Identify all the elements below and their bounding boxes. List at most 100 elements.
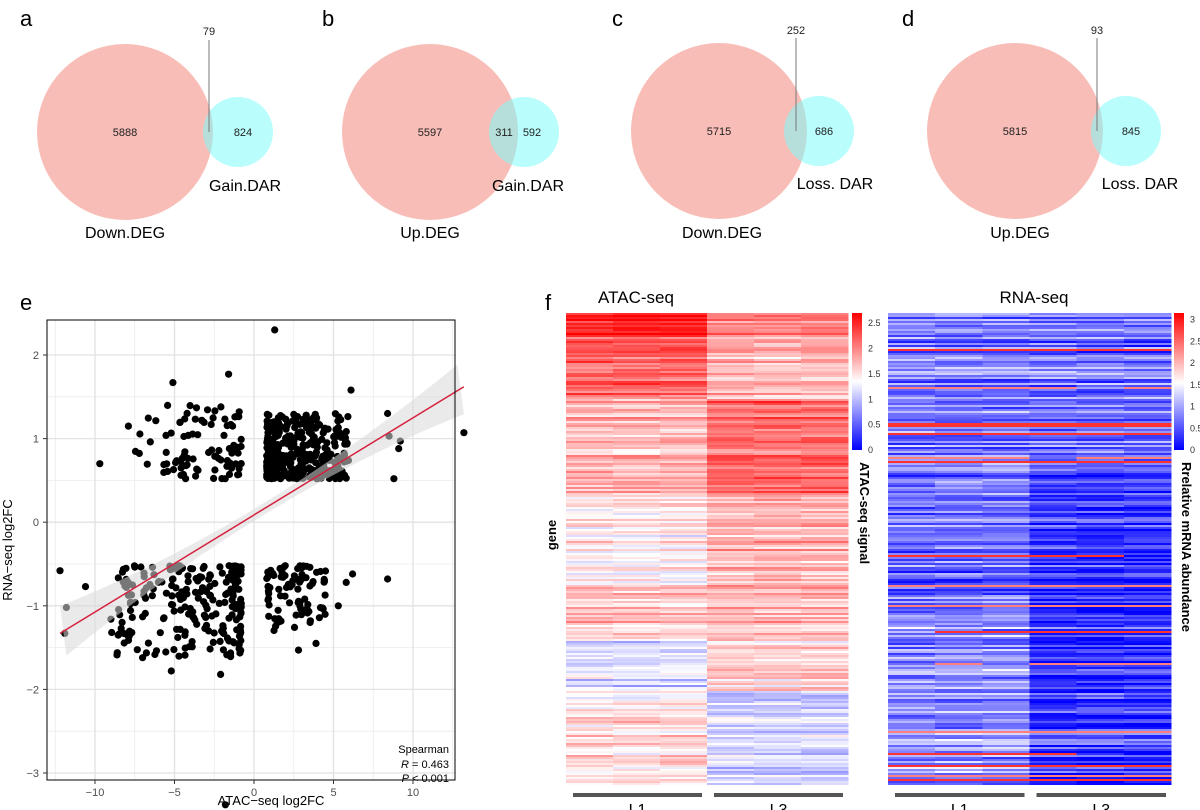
data-point	[210, 629, 218, 637]
data-point	[298, 445, 306, 453]
heatmap-cell	[613, 545, 661, 548]
venn-set-1-small-circle	[489, 97, 559, 167]
heatmap-cell	[566, 353, 614, 356]
data-point	[320, 456, 328, 464]
heatmap-cell	[888, 637, 936, 640]
heatmap-cell	[1076, 507, 1125, 510]
data-point	[202, 621, 211, 629]
heatmap-cell	[1076, 747, 1125, 750]
data-point	[237, 435, 245, 443]
heatmap-cell	[801, 409, 849, 412]
heatmap-cell	[566, 701, 614, 704]
heatmap-cell	[888, 497, 936, 500]
heatmap-cell	[1076, 373, 1125, 376]
heatmap-cell	[935, 527, 983, 530]
heatmap-cell	[613, 333, 661, 336]
heatmap-cell	[754, 737, 802, 740]
heatmap-cell	[888, 597, 936, 600]
heatmap-cell	[935, 437, 983, 440]
heatmap-cell	[660, 615, 708, 618]
heatmap-cell	[1029, 597, 1077, 600]
heatmap-cell	[754, 779, 802, 782]
heatmap-cell	[707, 471, 755, 474]
heatmap-cell	[801, 667, 849, 670]
heatmap-cell	[1123, 775, 1172, 778]
heatmap-cell	[801, 419, 849, 422]
colorbar-title: Rrelative mRNA abundance	[1179, 462, 1194, 632]
heatmap-cell	[660, 319, 708, 322]
heatmap-cell	[935, 611, 983, 614]
heatmap-cell	[801, 643, 849, 646]
heatmap-cell	[566, 621, 614, 624]
heatmap-cell	[613, 775, 661, 778]
heatmap-cell	[888, 609, 936, 612]
venn-count-overlap: 79	[203, 26, 215, 38]
heatmap-cell	[801, 427, 849, 430]
heatmap-cell	[888, 601, 936, 604]
heatmap-cell	[801, 397, 849, 400]
heatmap-cell	[613, 611, 661, 614]
heatmap-cell	[707, 359, 755, 362]
data-point	[315, 614, 323, 622]
heatmap-cell	[660, 745, 708, 748]
heatmap-cell	[888, 423, 936, 426]
heatmap-cell	[660, 565, 708, 568]
data-point	[334, 423, 342, 432]
heatmap-cell	[613, 729, 661, 732]
data-point	[314, 420, 322, 428]
heatmap-cell	[1029, 541, 1077, 544]
heatmap-cell	[801, 707, 849, 710]
heatmap-cell	[1029, 567, 1077, 570]
heatmap-cell	[613, 635, 661, 638]
heatmap-cell	[660, 657, 708, 660]
heatmap-cell	[707, 429, 755, 432]
heatmap-cell	[566, 685, 614, 688]
heatmap-cell	[707, 451, 755, 454]
heatmap-cell	[660, 525, 708, 528]
heatmap-cell	[1123, 563, 1172, 566]
heatmap-cell	[707, 545, 755, 548]
heatmap-cell	[754, 347, 802, 350]
heatmap-cell	[1123, 729, 1172, 732]
heatmap-cell	[982, 759, 1030, 762]
data-point	[264, 420, 272, 428]
heatmap-cell	[1123, 477, 1172, 480]
heatmap-cell	[801, 665, 849, 668]
heatmap-cell	[754, 353, 802, 356]
heatmap-cell	[613, 659, 661, 662]
heatmap-cell	[660, 487, 708, 490]
heatmap-cell	[1076, 511, 1125, 514]
heatmap-cell	[613, 463, 661, 466]
heatmap-cell	[707, 349, 755, 352]
heatmap-cell	[888, 315, 936, 318]
heatmap-cell	[660, 507, 708, 510]
heatmap-cell	[1029, 433, 1077, 436]
data-point	[194, 431, 202, 439]
heatmap-cell	[1076, 629, 1125, 632]
heatmap-cell	[982, 679, 1030, 682]
heatmap-cell	[754, 317, 802, 320]
heatmap-cell	[707, 369, 755, 372]
heatmap-cell	[660, 373, 708, 376]
heatmap-cell	[566, 383, 614, 386]
heatmap-cell	[888, 463, 936, 466]
heatmap-cell	[1029, 457, 1077, 460]
data-point	[174, 633, 182, 642]
heatmap-cell	[935, 583, 983, 586]
heatmap-cell	[935, 319, 983, 322]
heatmap-cell	[660, 329, 708, 332]
heatmap-cell	[888, 679, 936, 682]
heatmap-cell	[982, 617, 1030, 620]
heatmap-cell	[754, 505, 802, 508]
heatmap-cell	[982, 397, 1030, 400]
heatmap-cell	[1123, 347, 1172, 350]
heatmap-cell	[566, 751, 614, 754]
heatmap-cell	[935, 493, 983, 496]
data-point	[113, 649, 121, 657]
heatmap-cell	[801, 481, 849, 484]
data-point	[265, 601, 273, 609]
heatmap-cell	[1123, 599, 1172, 602]
heatmap-cell	[801, 763, 849, 766]
heatmap-cell	[888, 695, 936, 698]
